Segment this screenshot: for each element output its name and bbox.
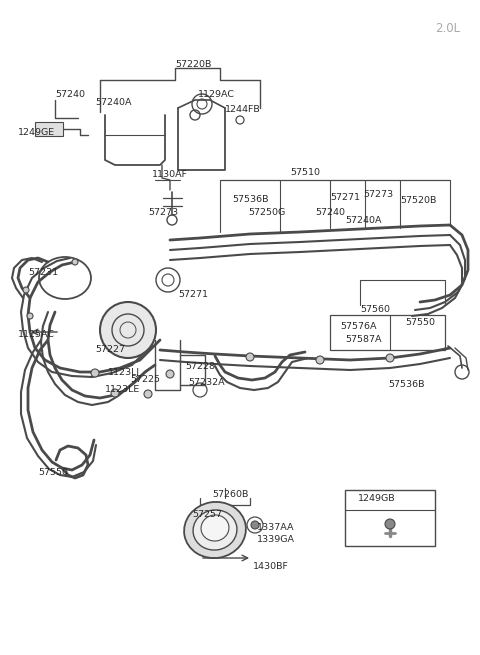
Bar [330, 315, 445, 350]
Text: 57220B: 57220B [175, 60, 211, 69]
Text: 2.0L: 2.0L [435, 22, 460, 35]
Text: 57510: 57510 [290, 168, 320, 177]
Text: 1244FB: 1244FB [225, 105, 261, 114]
Text: 57257: 57257 [192, 510, 222, 519]
Text: 57273: 57273 [363, 190, 393, 199]
Text: 57240A: 57240A [95, 98, 132, 107]
Circle shape [23, 287, 29, 293]
Text: 57240: 57240 [55, 90, 85, 99]
Text: 1249GB: 1249GB [358, 494, 396, 503]
Text: 57271: 57271 [330, 193, 360, 202]
Text: 57250G: 57250G [248, 208, 285, 217]
Circle shape [386, 354, 394, 362]
Circle shape [251, 521, 259, 529]
Text: 1123LE: 1123LE [105, 385, 140, 394]
Ellipse shape [193, 510, 237, 550]
Text: 1337AA: 1337AA [257, 523, 295, 532]
Text: 57240: 57240 [315, 208, 345, 217]
Text: 57271: 57271 [178, 290, 208, 299]
Text: 57260B: 57260B [212, 490, 248, 499]
Circle shape [100, 302, 156, 358]
Text: 1249GE: 1249GE [18, 128, 55, 137]
Text: 57273: 57273 [148, 208, 178, 217]
Text: 57536B: 57536B [232, 195, 268, 204]
Text: 1123LJ: 1123LJ [108, 368, 140, 377]
Text: 1339GA: 1339GA [257, 535, 295, 544]
Text: 57536B: 57536B [388, 380, 424, 389]
Circle shape [91, 369, 99, 377]
Text: 57520B: 57520B [400, 196, 436, 205]
Bar [35, 122, 63, 136]
Bar [345, 490, 435, 546]
Circle shape [27, 313, 33, 319]
Text: 57560: 57560 [360, 305, 390, 314]
Circle shape [316, 356, 324, 364]
Text: 57227: 57227 [95, 345, 125, 354]
Circle shape [111, 389, 119, 397]
Text: 57576A: 57576A [340, 322, 376, 331]
Text: 1130AF: 1130AF [152, 170, 188, 179]
Text: 1125AC: 1125AC [18, 330, 55, 339]
Text: 57240A: 57240A [345, 216, 382, 225]
Text: 57225: 57225 [130, 375, 160, 384]
Text: 57228: 57228 [185, 362, 215, 371]
Text: 1129AC: 1129AC [198, 90, 235, 99]
Text: 57232A: 57232A [188, 378, 225, 387]
Text: 57231: 57231 [28, 268, 58, 277]
Text: 1430BF: 1430BF [253, 562, 289, 571]
Circle shape [166, 370, 174, 378]
Circle shape [144, 390, 152, 398]
Text: 57587A: 57587A [345, 335, 382, 344]
Circle shape [246, 353, 254, 361]
Ellipse shape [184, 502, 246, 558]
Circle shape [72, 259, 78, 265]
Circle shape [385, 519, 395, 529]
Ellipse shape [201, 515, 229, 541]
Text: 57550: 57550 [405, 318, 435, 327]
Text: 57550: 57550 [38, 468, 68, 477]
